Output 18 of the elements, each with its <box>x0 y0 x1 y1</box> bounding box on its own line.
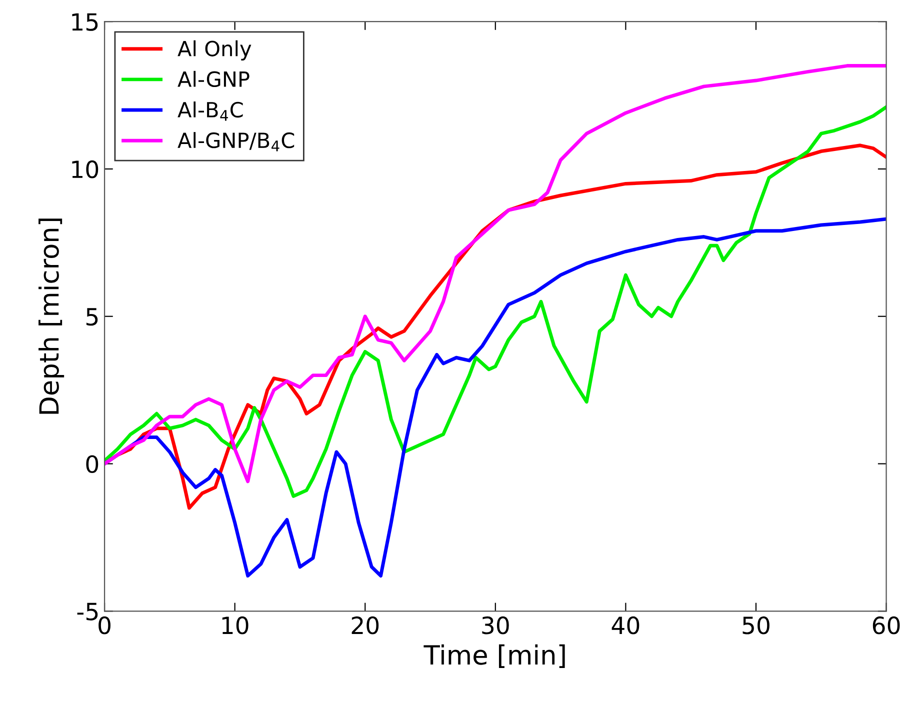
x-tick-label: 30 <box>482 616 509 634</box>
y-tick-label: 15 <box>72 13 98 31</box>
y-tick-label: 5 <box>86 308 98 326</box>
x-axis-title: Time [min] <box>424 644 565 668</box>
x-tick-label: 10 <box>222 616 248 634</box>
x-tick-label: 20 <box>352 616 379 634</box>
x-tick-label: 0 <box>98 616 110 634</box>
x-tick-label: 40 <box>612 616 640 634</box>
legend-label: Al-GNP <box>178 70 250 88</box>
legend-label: Al-B$_{4}$C <box>178 101 243 121</box>
y-axis-title: Depth [micron] <box>38 218 64 414</box>
legend-label: Al-GNP/B$_{4}$C <box>178 132 294 152</box>
y-tick-label: -5 <box>77 602 98 620</box>
y-tick-label: 10 <box>72 160 98 178</box>
y-tick-label: 0 <box>86 455 98 474</box>
legend-label: Al Only <box>178 40 252 60</box>
x-tick-label: 60 <box>872 616 900 634</box>
x-tick-label: 50 <box>742 616 770 634</box>
